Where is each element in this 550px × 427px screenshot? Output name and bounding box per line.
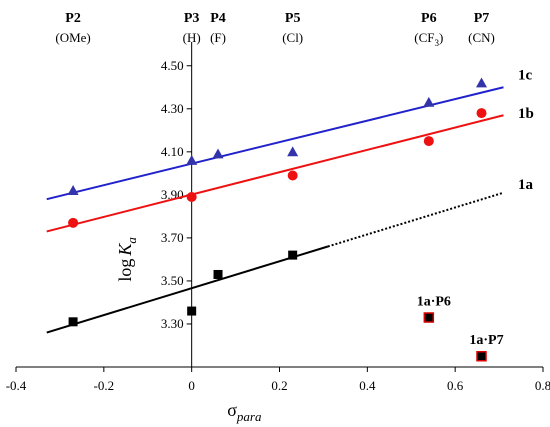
- series-label-1b: 1b: [518, 106, 534, 122]
- probe-headers: P2 (OMe) P3 (H) P4 (F) P5 (Cl) P6 (CF3) P7 (CN): [55, 11, 494, 48]
- probe-substituent-text: (H): [183, 30, 201, 45]
- data-point-1b: [186, 192, 197, 203]
- data-point-1a: [68, 317, 78, 327]
- y-axis-title-sub: a: [124, 237, 139, 244]
- probe-substituent: (F): [210, 30, 226, 45]
- data-point-1c: [423, 96, 435, 107]
- series-label-1c: 1c: [518, 67, 533, 83]
- probe-substituent: (CF3): [414, 30, 443, 48]
- x-tick-label: 0: [188, 378, 195, 393]
- data-point-1b: [68, 217, 79, 228]
- x-tick-label: 0.2: [271, 378, 287, 393]
- probe-name: P6: [421, 11, 437, 26]
- outlier-label: 1a·P6: [417, 295, 451, 310]
- data-point-1c: [212, 148, 224, 159]
- probe-substituent-text: (Cl): [282, 30, 303, 45]
- data-points: [67, 77, 488, 327]
- x-axis-ticks: -0.4 -0.2 0 0.2 0.4 0.6 0.8: [6, 367, 550, 393]
- probe-name: P3: [184, 11, 200, 26]
- data-point-1b: [287, 170, 298, 181]
- fit-line-1a: [46, 245, 329, 334]
- probe-name: P7: [474, 11, 490, 26]
- x-tick-label: -0.4: [6, 378, 27, 393]
- data-point-1c: [287, 146, 299, 157]
- data-point-1c: [476, 77, 488, 88]
- outlier-points: 1a·P6 1a·P7: [417, 295, 504, 362]
- probe-substituent: (OMe): [55, 30, 90, 45]
- y-axis-title-main: log: [115, 259, 135, 282]
- x-axis-title: σpara: [227, 400, 262, 424]
- probe-substituent: (CN): [468, 30, 495, 45]
- x-tick-label: 0.4: [359, 378, 376, 393]
- data-point-1a: [213, 269, 223, 279]
- fit-line-extension-1a: [327, 191, 504, 248]
- data-point-1c: [186, 154, 198, 165]
- data-point-1c: [67, 185, 79, 195]
- y-tick-label: 4.30: [161, 101, 184, 116]
- y-tick-label: 4.10: [161, 144, 184, 159]
- y-axis-title: log Ka: [115, 237, 139, 282]
- y-tick-label: 4.50: [161, 58, 184, 73]
- outlier-point: [476, 350, 487, 362]
- series-label-1a: 1a: [518, 177, 534, 193]
- outlier-point: [423, 312, 435, 323]
- x-axis-title-main: σ: [227, 400, 237, 420]
- y-axis-ticks: 3.303.503.703.904.104.304.50: [161, 58, 192, 331]
- x-tick-label: 0.6: [447, 378, 464, 393]
- probe-name: P4: [210, 11, 226, 26]
- probe-substituent-text: (CN): [468, 30, 495, 45]
- probe-substituent-close: ): [439, 30, 443, 45]
- probe-name: P5: [285, 11, 301, 26]
- series-labels: 1c 1b 1a: [518, 67, 534, 193]
- probe-substituent-text: (CF: [414, 30, 434, 45]
- x-tick-label: -0.2: [94, 378, 115, 393]
- data-point-1a: [288, 250, 298, 260]
- y-axis-title-italic: K: [115, 243, 135, 257]
- y-tick-label: 3.30: [161, 316, 184, 331]
- fit-line-1b: [46, 114, 504, 233]
- probe-substituent: (H): [183, 30, 201, 45]
- probe-substituent-text: (OMe): [55, 30, 90, 45]
- outlier-label: 1a·P7: [469, 333, 503, 348]
- y-tick-label: 3.50: [161, 273, 184, 288]
- x-tick-label: 0.8: [535, 378, 550, 393]
- probe-substituent: (Cl): [282, 30, 303, 45]
- y-tick-label: 3.70: [161, 230, 184, 245]
- probe-substituent-subscript: 3: [435, 38, 440, 48]
- x-axis-title-sub: para: [236, 409, 262, 424]
- probe-name: P2: [65, 11, 81, 26]
- fit-line-1c: [46, 86, 504, 201]
- data-point-1b: [476, 108, 487, 119]
- probe-substituent-text: (F): [210, 30, 226, 45]
- data-point-1a: [187, 306, 197, 316]
- data-point-1b: [423, 136, 434, 147]
